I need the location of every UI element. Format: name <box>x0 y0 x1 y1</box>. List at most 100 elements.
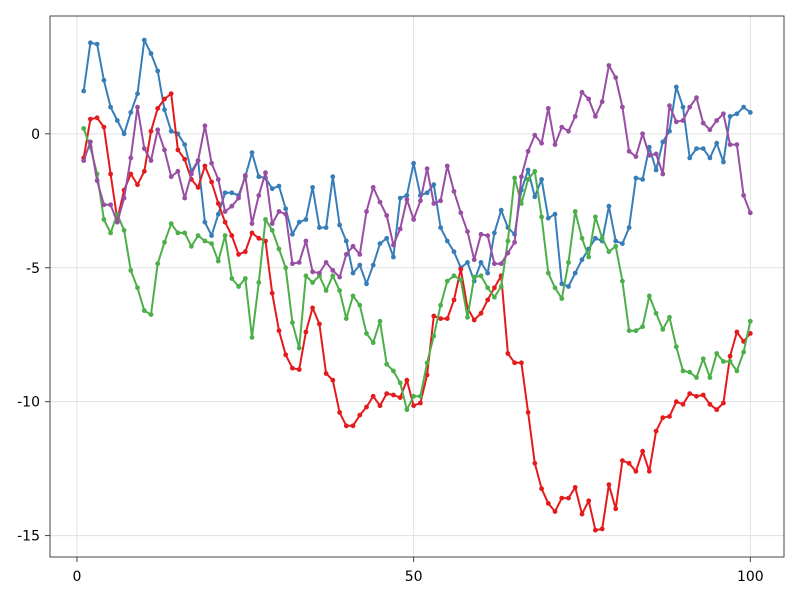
data-point <box>148 128 154 134</box>
data-point <box>391 254 396 260</box>
data-point <box>397 380 403 386</box>
data-point <box>141 308 147 313</box>
data-point <box>263 170 268 176</box>
data-point <box>397 226 403 232</box>
data-point <box>492 261 497 267</box>
data-point <box>579 257 585 263</box>
y-tick-label: -5 <box>26 261 40 277</box>
x-tick-label: 50 <box>405 569 423 585</box>
data-point <box>741 349 746 355</box>
data-point <box>114 118 120 123</box>
data-point <box>680 368 686 374</box>
data-point <box>465 314 470 320</box>
data-point <box>721 111 726 117</box>
data-point <box>411 217 416 222</box>
data-point <box>673 84 679 90</box>
data-point <box>626 148 632 154</box>
data-point <box>384 235 390 241</box>
data-point <box>175 147 181 153</box>
data-point <box>209 160 215 166</box>
data-point <box>653 428 659 434</box>
data-point <box>653 151 659 157</box>
data-point <box>734 368 740 374</box>
data-point <box>397 395 403 400</box>
data-point <box>229 233 235 239</box>
x-tick-label: 100 <box>737 569 764 585</box>
data-point <box>81 88 87 94</box>
data-point <box>215 177 221 182</box>
data-point <box>168 221 174 227</box>
data-point <box>296 345 302 351</box>
data-point <box>155 261 161 267</box>
data-point <box>404 377 410 383</box>
data-point <box>566 260 571 265</box>
data-point <box>337 410 342 415</box>
data-point <box>182 156 188 162</box>
x-tick-label: 0 <box>72 569 81 585</box>
data-point <box>613 243 619 249</box>
data-point <box>633 175 639 181</box>
data-point <box>168 174 174 180</box>
data-point <box>202 238 208 244</box>
data-point <box>572 209 578 214</box>
data-point <box>572 114 578 119</box>
data-point <box>377 199 383 205</box>
data-point <box>343 423 349 429</box>
data-point <box>492 230 497 236</box>
data-point <box>108 104 113 110</box>
data-point <box>747 210 753 216</box>
data-point <box>323 225 329 231</box>
data-point <box>545 106 551 111</box>
data-point <box>343 252 349 257</box>
data-point <box>121 195 127 201</box>
data-point <box>135 91 140 97</box>
data-point <box>303 217 309 222</box>
data-point <box>559 281 565 287</box>
gridlines <box>50 16 784 557</box>
data-point <box>418 393 423 399</box>
data-point <box>566 128 571 134</box>
data-point <box>209 233 215 239</box>
data-point <box>148 312 154 317</box>
data-point <box>498 261 504 267</box>
data-point <box>323 288 329 293</box>
data-point <box>148 158 154 164</box>
data-point <box>391 242 396 248</box>
data-point <box>451 273 457 279</box>
data-point <box>350 423 356 429</box>
data-point <box>613 238 619 244</box>
data-point <box>88 139 93 145</box>
data-point <box>438 302 443 308</box>
data-point <box>357 302 363 308</box>
data-point <box>606 249 612 255</box>
data-point <box>337 288 342 293</box>
data-point <box>532 194 538 200</box>
data-point <box>458 210 464 216</box>
data-point <box>357 252 363 257</box>
data-point <box>350 243 356 249</box>
data-point <box>242 276 248 281</box>
data-point <box>545 501 551 506</box>
data-point <box>370 185 376 190</box>
data-point <box>694 95 699 101</box>
data-point <box>579 89 585 95</box>
data-point <box>337 274 342 280</box>
data-point <box>242 173 248 178</box>
data-point <box>620 104 625 110</box>
data-point <box>317 321 322 327</box>
data-point <box>687 104 693 110</box>
data-point <box>296 367 302 372</box>
data-point <box>357 412 363 418</box>
data-point <box>168 128 174 134</box>
data-point <box>337 222 342 228</box>
data-point <box>397 195 403 201</box>
data-point <box>256 235 262 241</box>
data-point <box>269 221 275 227</box>
data-point <box>108 171 113 177</box>
data-point <box>613 75 619 80</box>
data-point <box>101 124 107 130</box>
data-point <box>290 320 295 326</box>
data-point <box>458 266 464 272</box>
data-point <box>114 219 120 225</box>
data-point <box>525 177 531 182</box>
